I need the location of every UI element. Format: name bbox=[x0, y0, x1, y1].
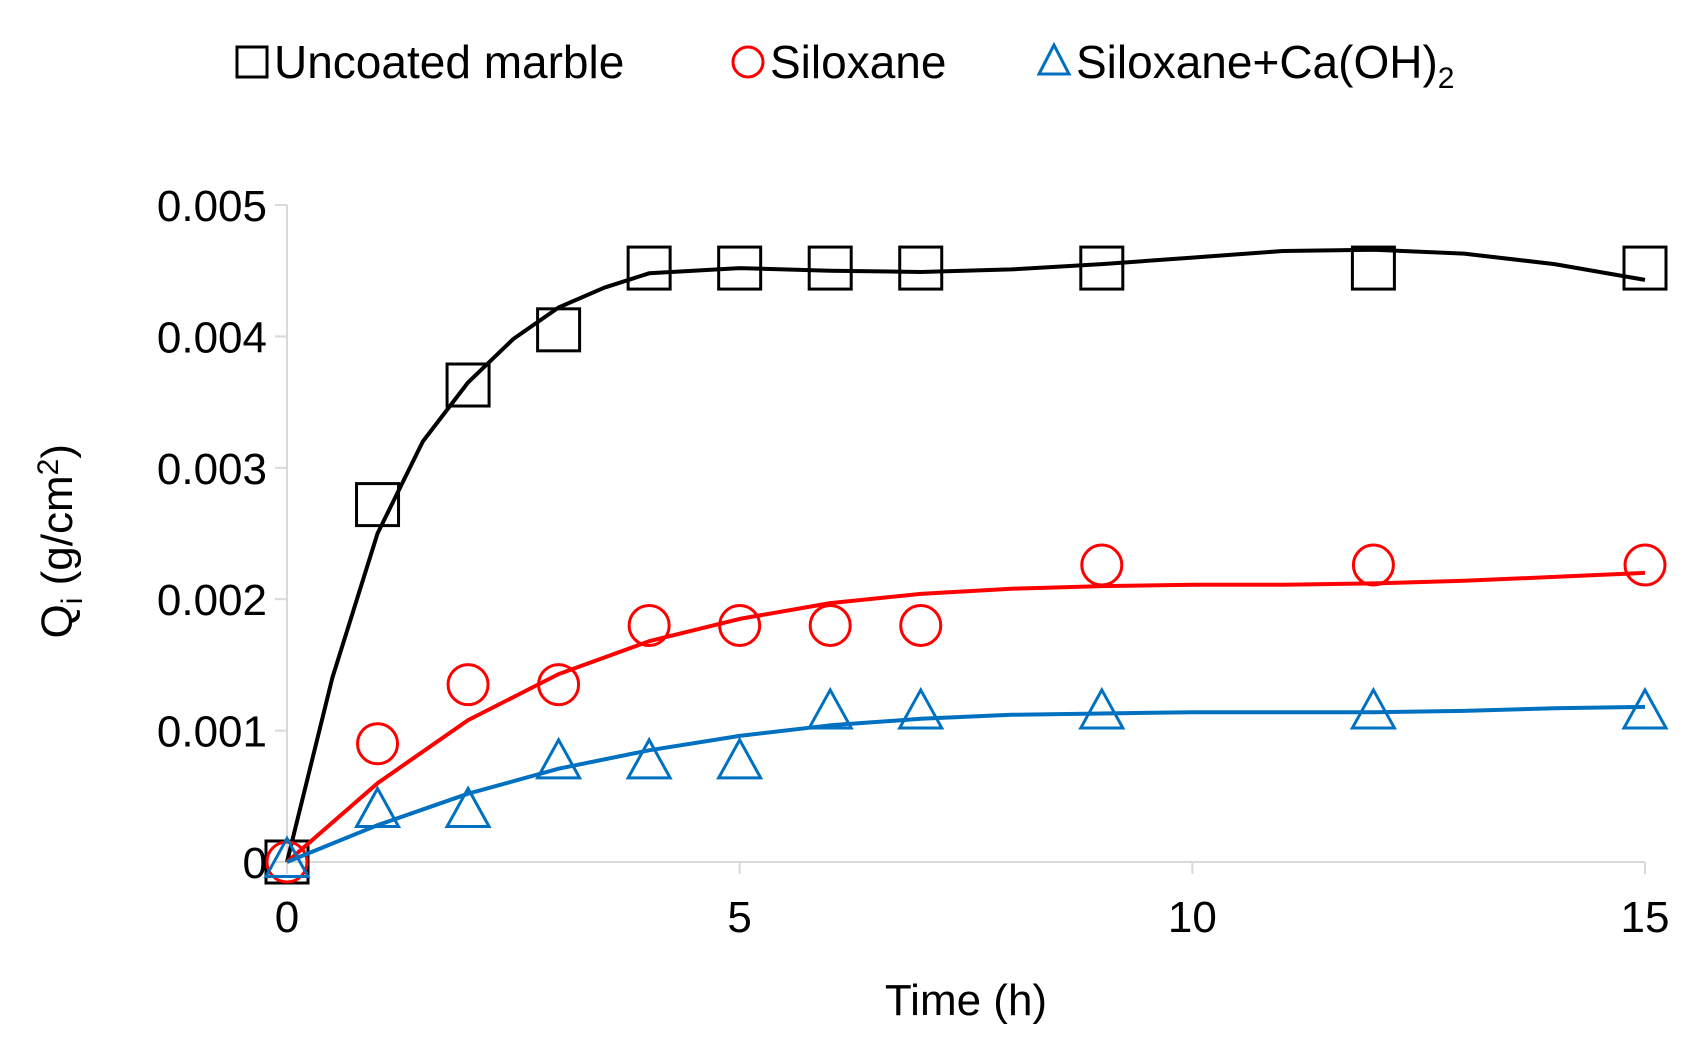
data-point-circle bbox=[808, 603, 852, 647]
y-tick-label: 0.001 bbox=[157, 708, 267, 757]
data-point-circle bbox=[446, 663, 490, 707]
data-point-square bbox=[445, 362, 491, 408]
y-axis-title: Qi (g/cm2) bbox=[32, 444, 89, 638]
data-point-triangle bbox=[1349, 686, 1397, 730]
data-point-triangle bbox=[444, 785, 492, 829]
data-point-triangle bbox=[1078, 686, 1126, 730]
data-point-triangle bbox=[353, 785, 402, 829]
x-axis-title: Time (h) bbox=[885, 976, 1047, 1025]
data-point-square bbox=[898, 245, 944, 291]
data-point-square bbox=[807, 245, 853, 291]
data-point-triangle bbox=[625, 736, 673, 780]
data-point-triangle bbox=[263, 835, 311, 878]
y-tick-label: 0.002 bbox=[157, 576, 267, 625]
data-point-triangle bbox=[1621, 686, 1669, 730]
y-ticks: 0 0.001 0.002 0.003 0.004 0.005 bbox=[157, 182, 287, 888]
legend-label: Siloxane bbox=[770, 36, 946, 88]
x-ticks: 0 5 10 15 bbox=[275, 862, 1670, 942]
series-triangle bbox=[263, 686, 1669, 878]
data-point-square bbox=[717, 245, 763, 291]
data-point-circle bbox=[265, 840, 309, 884]
trendline-circle bbox=[285, 570, 1646, 864]
data-point-circle bbox=[718, 603, 762, 647]
data-point-square bbox=[626, 245, 672, 291]
legend-label: Siloxane+Ca(OH)2 bbox=[1076, 36, 1454, 95]
series-circle bbox=[265, 543, 1667, 884]
data-point-square bbox=[355, 482, 401, 528]
data-point-triangle bbox=[897, 686, 945, 730]
data-point-square bbox=[1350, 245, 1396, 291]
axes: 0 0.001 0.002 0.003 0.004 0.005 0 5 10 15 Time (… bbox=[32, 182, 1669, 1025]
y-tick-label: 0.005 bbox=[157, 182, 267, 231]
legend-item: Siloxane bbox=[731, 36, 946, 88]
y-tick-label: 0.003 bbox=[157, 445, 267, 494]
data-point-circle bbox=[1080, 543, 1124, 587]
trendline-square bbox=[285, 247, 1646, 863]
y-axis-title-sup: 2 bbox=[32, 459, 65, 476]
legend-circle-marker bbox=[731, 45, 765, 79]
x-tick-label: 10 bbox=[1168, 893, 1217, 942]
plot-area bbox=[263, 245, 1669, 885]
data-point-triangle bbox=[535, 736, 583, 780]
data-point-circle bbox=[356, 722, 400, 766]
y-axis-title-main: Q bbox=[33, 604, 82, 638]
x-tick-label: 15 bbox=[1621, 893, 1670, 942]
data-point-circle bbox=[899, 603, 943, 647]
data-point-triangle bbox=[806, 686, 854, 730]
data-point-square bbox=[536, 307, 582, 353]
legend-label: Uncoated marble bbox=[274, 36, 624, 88]
legend-square-marker bbox=[235, 45, 269, 79]
data-point-circle bbox=[627, 603, 671, 647]
data-point-circle bbox=[1351, 543, 1395, 587]
data-point-circle bbox=[537, 663, 581, 707]
y-axis-title-unit: (g/cm bbox=[33, 475, 82, 597]
legend-triangle-marker bbox=[1036, 41, 1072, 76]
data-point-circle bbox=[1623, 543, 1667, 587]
y-axis-title-close: ) bbox=[33, 444, 82, 459]
legend: Uncoated marble Siloxane Siloxane+Ca(OH)2 bbox=[235, 36, 1454, 95]
y-tick-label: 0.004 bbox=[157, 313, 267, 362]
legend-item: Uncoated marble bbox=[235, 36, 624, 88]
x-tick-label: 0 bbox=[275, 893, 299, 942]
series-square bbox=[264, 245, 1668, 885]
trendline-triangle bbox=[286, 704, 1646, 864]
data-point-triangle bbox=[716, 736, 764, 780]
legend-item: Siloxane+Ca(OH)2 bbox=[1036, 36, 1454, 95]
data-point-square bbox=[1079, 245, 1125, 291]
x-tick-label: 5 bbox=[727, 893, 751, 942]
y-tick-label: 0 bbox=[243, 839, 267, 888]
y-axis-title-sub: i bbox=[56, 598, 89, 605]
data-point-square bbox=[1622, 245, 1668, 291]
